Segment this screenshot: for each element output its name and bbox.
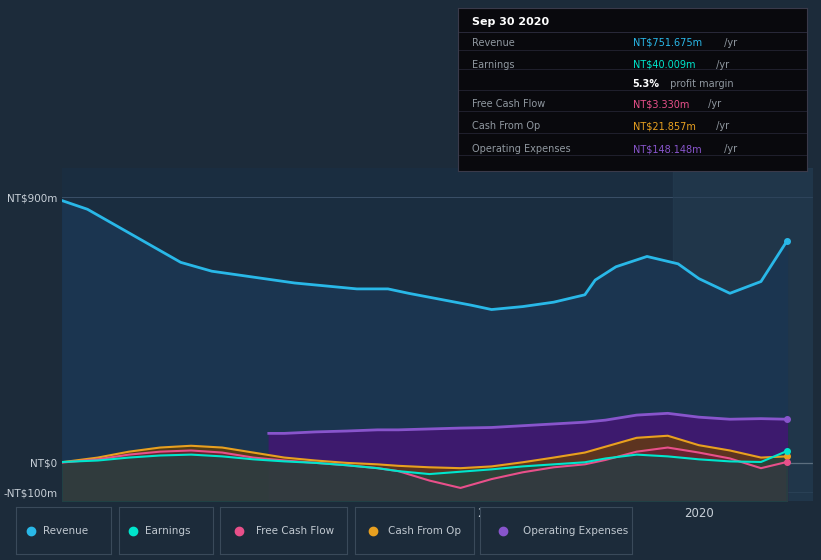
Text: /yr: /yr bbox=[705, 99, 722, 109]
Text: NT$751.675m: NT$751.675m bbox=[633, 38, 702, 48]
Text: Cash From Op: Cash From Op bbox=[472, 122, 540, 131]
Text: Operating Expenses: Operating Expenses bbox=[523, 526, 628, 535]
Text: Free Cash Flow: Free Cash Flow bbox=[472, 99, 545, 109]
Text: Earnings: Earnings bbox=[472, 59, 515, 69]
Text: Operating Expenses: Operating Expenses bbox=[472, 144, 571, 154]
Text: /yr: /yr bbox=[721, 144, 736, 154]
Text: NT$3.330m: NT$3.330m bbox=[633, 99, 689, 109]
Text: Free Cash Flow: Free Cash Flow bbox=[255, 526, 334, 535]
Text: /yr: /yr bbox=[721, 38, 736, 48]
Text: Cash From Op: Cash From Op bbox=[388, 526, 461, 535]
Text: 5.3%: 5.3% bbox=[633, 79, 659, 89]
Text: Earnings: Earnings bbox=[145, 526, 191, 535]
Bar bbox=[673, 168, 813, 501]
Text: /yr: /yr bbox=[713, 122, 729, 131]
Text: /yr: /yr bbox=[713, 59, 729, 69]
Text: NT$21.857m: NT$21.857m bbox=[633, 122, 695, 131]
Text: Revenue: Revenue bbox=[472, 38, 515, 48]
Text: NT$148.148m: NT$148.148m bbox=[633, 144, 701, 154]
Text: NT$40.009m: NT$40.009m bbox=[633, 59, 695, 69]
Text: profit margin: profit margin bbox=[667, 79, 733, 89]
Text: Revenue: Revenue bbox=[43, 526, 88, 535]
Text: Sep 30 2020: Sep 30 2020 bbox=[472, 17, 549, 27]
